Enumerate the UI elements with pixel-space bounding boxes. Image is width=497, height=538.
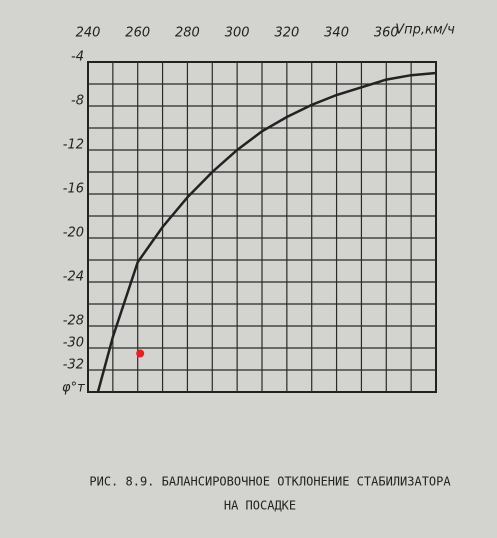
x-tick-label: 320 (274, 26, 299, 41)
y-tick-label: -30 (63, 336, 84, 351)
x-tick-label: 240 (76, 26, 101, 41)
x-tick-label: 280 (175, 26, 200, 41)
y-tick-label: -12 (63, 138, 84, 153)
y-tick-label: -8 (71, 94, 84, 109)
y-tick-label: -28 (63, 314, 84, 329)
y-tick-label: -24 (63, 270, 84, 285)
chart-title: РИС. 8.9. БАЛАНСИРОВОЧНОЕ ОТКЛОНЕНИЕ СТА… (89, 475, 451, 489)
x-tick-label: 340 (324, 26, 349, 41)
x-tick-label: 260 (125, 26, 150, 41)
y-tick-label: -4 (71, 50, 84, 65)
x-axis-label: Vпр,км/ч (395, 23, 455, 38)
x-tick-label: 360 (374, 26, 399, 41)
line (96, 71, 437, 393)
chart-title: НА ПОСАДКЕ (224, 499, 296, 513)
y-tick-label: -20 (63, 226, 84, 241)
x-tick-label: 300 (225, 26, 250, 41)
marker-point (136, 349, 145, 358)
y-tick-label: -32 (63, 358, 84, 373)
y-tick-label: -16 (63, 182, 84, 197)
y-axis-label: φ°т (62, 381, 85, 396)
